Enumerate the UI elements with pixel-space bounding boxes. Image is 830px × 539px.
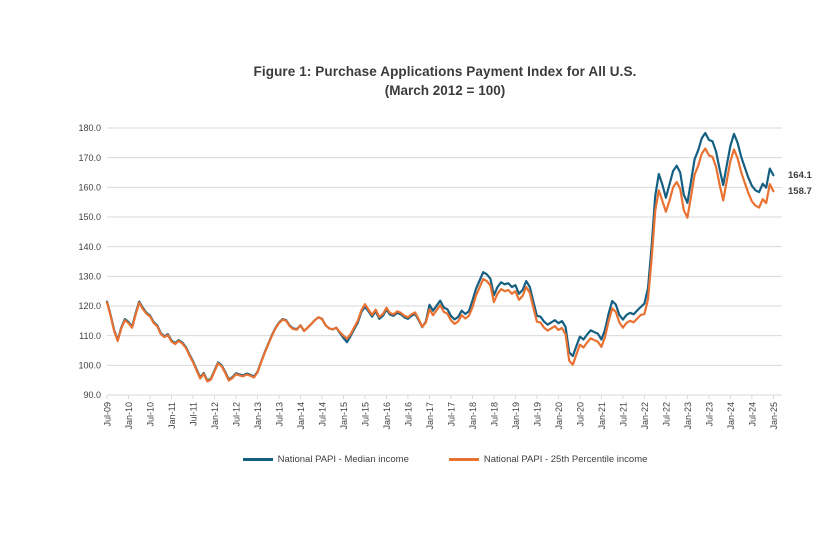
svg-text:160.0: 160.0 <box>78 183 101 193</box>
legend-line-swatch-25th <box>448 457 479 461</box>
svg-text:140.0: 140.0 <box>78 242 101 252</box>
svg-text:130.0: 130.0 <box>78 272 101 282</box>
svg-text:150.0: 150.0 <box>78 212 101 222</box>
svg-text:Jul-14: Jul-14 <box>317 402 327 427</box>
svg-text:100.0: 100.0 <box>78 361 101 371</box>
svg-text:Jan-25: Jan-25 <box>769 402 779 430</box>
svg-text:Jul-21: Jul-21 <box>618 402 628 427</box>
svg-text:Jan-22: Jan-22 <box>640 402 650 430</box>
svg-text:Jul-12: Jul-12 <box>231 402 241 427</box>
svg-text:Jan-24: Jan-24 <box>726 402 736 430</box>
legend-item-median: National PAPI - Median income <box>242 453 409 465</box>
svg-text:Jan-19: Jan-19 <box>511 402 521 430</box>
svg-text:Jul-23: Jul-23 <box>704 402 714 427</box>
series-end-label-median: 164.1 <box>788 169 812 181</box>
legend: National PAPI - Median income National P… <box>107 450 783 468</box>
svg-text:Jul-16: Jul-16 <box>403 402 413 427</box>
svg-text:110.0: 110.0 <box>79 331 101 341</box>
svg-text:Jan-14: Jan-14 <box>296 402 306 430</box>
legend-label-25th-percentile: National PAPI - 25th Percentile income <box>483 453 648 465</box>
svg-text:Jan-21: Jan-21 <box>597 402 607 430</box>
svg-text:Jan-18: Jan-18 <box>468 402 478 430</box>
svg-text:90.0: 90.0 <box>83 390 101 400</box>
svg-text:Jan-10: Jan-10 <box>124 402 134 430</box>
svg-text:Jul-09: Jul-09 <box>103 402 113 427</box>
svg-text:Jul-10: Jul-10 <box>145 402 155 427</box>
svg-text:Jan-12: Jan-12 <box>210 402 220 430</box>
svg-text:120.0: 120.0 <box>78 301 101 311</box>
series-end-label-25th: 158.7 <box>788 185 812 197</box>
svg-text:180.0: 180.0 <box>78 123 101 133</box>
svg-text:Jan-23: Jan-23 <box>683 402 693 430</box>
svg-text:Jul-17: Jul-17 <box>446 402 456 427</box>
svg-text:Jul-20: Jul-20 <box>575 402 585 427</box>
svg-text:Jan-16: Jan-16 <box>382 402 392 430</box>
svg-text:170.0: 170.0 <box>78 153 101 163</box>
svg-text:Jul-15: Jul-15 <box>360 402 370 427</box>
svg-text:Jul-11: Jul-11 <box>188 402 198 426</box>
legend-item-25th-percentile: National PAPI - 25th Percentile income <box>448 453 648 465</box>
svg-text:Jan-13: Jan-13 <box>253 402 263 430</box>
legend-line-swatch-median <box>242 457 273 461</box>
svg-text:Jul-18: Jul-18 <box>489 402 499 427</box>
svg-text:Jul-13: Jul-13 <box>274 402 284 427</box>
svg-text:Jan-20: Jan-20 <box>554 402 564 430</box>
svg-text:Jul-24: Jul-24 <box>747 402 757 427</box>
svg-text:Jan-11: Jan-11 <box>167 402 177 429</box>
chart-title: Figure 1: Purchase Applications Payment … <box>253 64 637 79</box>
svg-text:Jul-19: Jul-19 <box>532 402 542 427</box>
svg-text:Jan-17: Jan-17 <box>425 402 435 430</box>
svg-text:Jan-15: Jan-15 <box>339 402 349 430</box>
svg-text:Jul-22: Jul-22 <box>661 402 671 427</box>
chart-subtitle: (March 2012 = 100) <box>384 83 506 98</box>
legend-label-median: National PAPI - Median income <box>277 453 409 465</box>
